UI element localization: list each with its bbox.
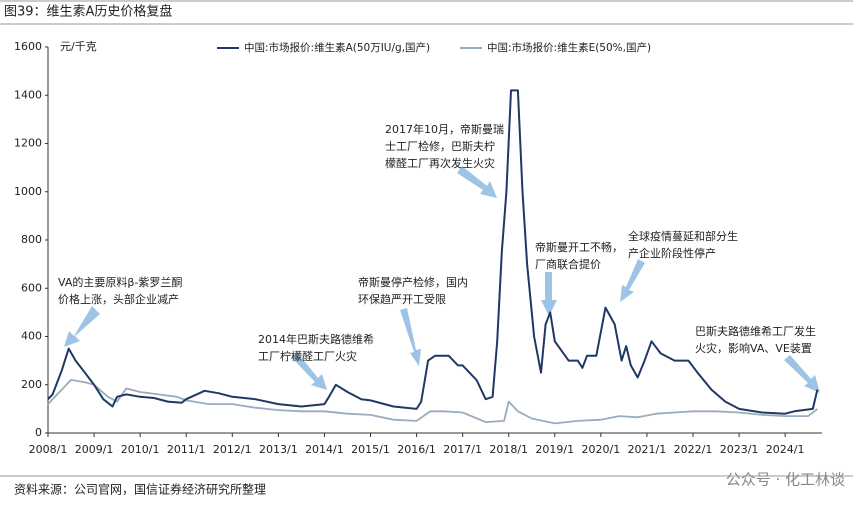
source: 资料来源：公司官网，国信证券经济研究所整理 [14,482,266,497]
x-tick-label: 2009/1 [75,443,114,456]
watermark: 公众号 · 化工林谈 [726,471,845,489]
annotation: 士工厂检修，巴斯夫柠 [385,139,495,153]
x-tick-label: 2024/1 [766,443,805,456]
series-line [47,379,818,425]
annotation: 环保趋严开工受限 [358,292,446,306]
x-tick-label: 2016/1 [397,443,436,456]
annotation: 帝斯曼停产检修，国内 [358,275,468,289]
x-tick-label: 2012/1 [213,443,252,456]
annotation: 价格上涨，头部企业减产 [58,292,179,306]
arrow [620,259,645,302]
annotation: 产企业阶段性停产 [628,246,716,260]
x-tick-label: 2011/1 [167,443,206,456]
arrows [64,166,820,393]
page-title: 图39：维生素A历史价格复盘 [4,4,172,20]
annotation: 火灾，影响VA、VE装置 [695,341,812,355]
x-tick-label: 2008/1 [29,443,68,456]
y-tick-label: 1400 [14,88,42,101]
annotation: 2014年巴斯夫路德维希 [258,332,374,346]
x-tick-label: 2014/1 [305,443,344,456]
x-tick-label: 2023/1 [720,443,759,456]
arrow [292,352,327,390]
y-tick-label: 200 [21,378,42,391]
x-tick-label: 2022/1 [674,443,713,456]
arrow [457,166,497,198]
legend-label: 中国:市场报价:维生素A(50万IU/g,国产) [244,41,430,54]
x-tick-label: 2019/1 [535,443,574,456]
x-tick-label: 2017/1 [443,443,482,456]
y-tick-label: 0 [35,426,42,439]
series-line [47,89,819,415]
y-tick-label: 1600 [14,40,42,53]
arrow [541,272,557,316]
annotation: 工厂柠檬醛工厂火灾 [258,349,357,363]
annotation: 帝斯曼开工不畅， [535,240,623,254]
annotation: VA的主要原料β-紫罗兰酮 [58,275,182,289]
x-tick-label: 2013/1 [259,443,298,456]
annotation: 全球疫情蔓延和部分生 [628,229,738,243]
y-unit: 元/千克 [60,40,97,53]
x-tick-label: 2018/1 [489,443,528,456]
annotation: 2017年10月，帝斯曼瑞 [385,122,504,136]
annotation: 巴斯夫路德维希工厂发生 [695,324,816,338]
x-tick-label: 2020/1 [582,443,621,456]
arrow [400,308,421,366]
y-tick-label: 400 [21,330,42,343]
arrow [784,355,820,393]
x-tick-label: 2021/1 [628,443,667,456]
y-tick-label: 600 [21,281,42,294]
x-tick-label: 2015/1 [351,443,390,456]
legend-label: 中国:市场报价:维生素E(50%,国产) [487,41,651,54]
y-tick-label: 1000 [14,185,42,198]
y-tick-label: 800 [21,233,42,246]
annotation: 檬醛工厂再次发生火灾 [385,156,495,170]
arrow [64,306,100,347]
y-tick-label: 1200 [14,137,42,150]
x-tick-label: 2010/1 [121,443,160,456]
annotation: 厂商联合提价 [535,257,601,271]
